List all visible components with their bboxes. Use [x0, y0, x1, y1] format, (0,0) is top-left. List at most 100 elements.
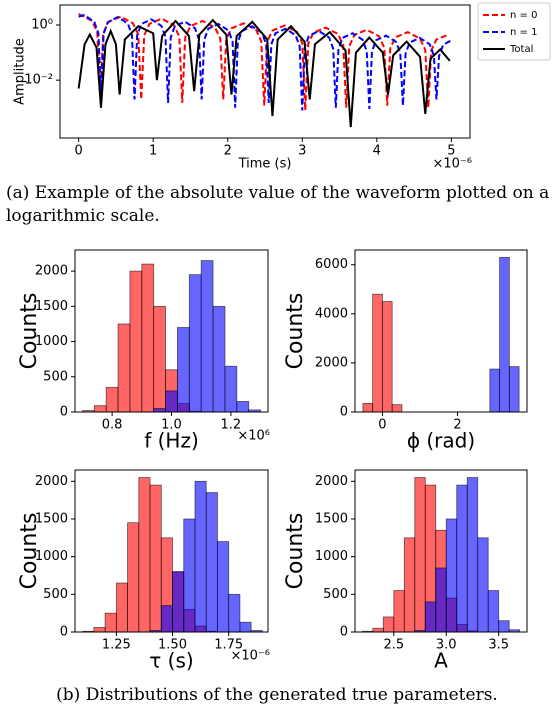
histogram-bar: [217, 541, 230, 632]
y-tick-label: 0: [60, 625, 68, 640]
x-tick-label: 2.5: [383, 638, 404, 653]
legend-label: Total: [509, 44, 533, 55]
x-tick-label: 2: [453, 418, 461, 433]
histogram-bar: [489, 368, 500, 412]
histogram-bar: [141, 263, 155, 412]
plot-area: [77, 13, 452, 128]
y-tick-label: 6000: [315, 257, 348, 272]
y-axis-label: Counts: [17, 513, 42, 590]
y-tick-label: 1000: [315, 549, 348, 564]
x-axis-label: A: [434, 649, 448, 673]
y-tick-label: 1000: [35, 334, 68, 349]
y-axis-label: Counts: [283, 293, 308, 370]
legend-label: n = 1: [510, 27, 537, 38]
histogram-bar: [393, 590, 405, 632]
caption-b: (b) Distributions of the generated true …: [56, 685, 498, 705]
caption-a: (a) Example of the absolute value of the…: [6, 183, 550, 226]
axes-frame: [74, 469, 269, 633]
y-tick-label: 0: [340, 625, 348, 640]
x-axis-label: Time (s): [238, 157, 292, 172]
chart: 0.8 1.0 1.2 0 500 1000 1500 2000 f (Hz) Counts ×10…: [17, 249, 270, 453]
x-offset-label: ×10⁻⁶: [432, 157, 472, 172]
histogram-bar: [487, 590, 500, 632]
histogram-bar: [194, 480, 207, 632]
legend: n = 0 n = 1 Total: [477, 2, 551, 61]
y-tick-label: 10⁻²: [24, 73, 53, 88]
histogram-bar: [183, 518, 196, 632]
x-tick-label: 3.0: [436, 638, 457, 653]
histogram-bar: [104, 612, 117, 632]
chart: 1.25 1.50 1.75 0 500 1000 1500 2000 τ (s) Counts ×…: [17, 469, 270, 673]
histogram-bar: [239, 621, 252, 632]
y-tick-label: 10⁰: [31, 17, 53, 32]
histogram-bar: [129, 270, 143, 412]
histogram-bar: [372, 627, 384, 632]
histogram-bar: [115, 582, 128, 632]
plot-area: [361, 477, 521, 632]
x-tick-label: 1.0: [161, 418, 182, 433]
histogram-bar: [477, 537, 489, 632]
histogram-bar: [414, 477, 426, 632]
histogram-bar: [508, 366, 520, 412]
x-tick-label: 1.25: [102, 638, 131, 653]
histogram-bar: [138, 477, 151, 632]
histogram-bar: [117, 323, 131, 412]
histogram-bar: [224, 365, 238, 412]
histogram-bar: [391, 404, 403, 412]
y-tick-label: 0: [340, 405, 348, 420]
histogram-bar: [445, 518, 458, 632]
histogram-bar: [212, 305, 226, 412]
x-tick-label: 1.50: [158, 638, 187, 653]
chart: 2.5 3.0 3.5 0 500 1000 1500 2000 A Counts: [283, 469, 528, 673]
histogram-bar: [153, 305, 166, 412]
histogram-bar: [200, 260, 214, 412]
histogram-bar: [382, 616, 395, 632]
histogram-bar: [456, 484, 468, 632]
y-axis-label: Counts: [17, 293, 42, 370]
histogram-bar: [466, 477, 479, 632]
axes-frame: [59, 4, 471, 139]
legend-box: [477, 2, 551, 61]
plot-area: [82, 477, 263, 632]
histogram-bar: [372, 293, 383, 412]
y-tick-label: 1500: [35, 299, 68, 314]
x-tick-label: 3: [298, 144, 306, 159]
histogram-bar: [149, 484, 162, 632]
histogram-bar: [499, 256, 510, 412]
histogram-bar: [160, 605, 173, 632]
x-axis-label: τ (s): [149, 649, 193, 673]
series-line: [78, 13, 450, 111]
x-tick-label: 3.5: [488, 638, 509, 653]
series-line: [78, 13, 452, 111]
histogram-bar: [172, 571, 185, 632]
legend-label: n = 0: [510, 10, 537, 21]
x-axis-label: f (Hz): [144, 429, 199, 453]
chart: 0 1 2 3 4 5 10⁰ 10⁻² Time (s) Amplitude ×10⁻⁶ n = 0…: [13, 2, 551, 172]
series-line: [77, 18, 451, 128]
x-offset-label: ×10⁶: [237, 429, 270, 444]
histogram-bar: [236, 401, 250, 412]
histogram-bar: [424, 601, 437, 632]
y-tick-label: 1000: [35, 549, 68, 564]
histogram-bar: [93, 405, 107, 412]
x-axis-label: ϕ (rad): [407, 429, 475, 453]
histogram-bar: [228, 593, 241, 632]
x-tick-label: 1: [149, 144, 157, 159]
x-tick-label: 1.2: [221, 418, 242, 433]
y-tick-label: 2000: [35, 474, 68, 489]
y-tick-label: 500: [43, 369, 68, 384]
y-tick-label: 2000: [35, 264, 68, 279]
x-offset-label: ×10⁻⁶: [230, 649, 270, 664]
y-axis-label: Counts: [283, 513, 308, 590]
y-tick-label: 4000: [315, 306, 348, 321]
plot-area: [362, 256, 520, 412]
histogram-bar: [177, 327, 190, 412]
histogram-bar: [250, 630, 263, 632]
y-tick-label: 1500: [315, 511, 348, 526]
histogram-bar: [248, 409, 261, 412]
histogram-bar: [435, 567, 447, 632]
histogram-bar: [362, 403, 374, 412]
y-tick-label: 1500: [35, 511, 68, 526]
x-tick-label: 5: [447, 144, 455, 159]
